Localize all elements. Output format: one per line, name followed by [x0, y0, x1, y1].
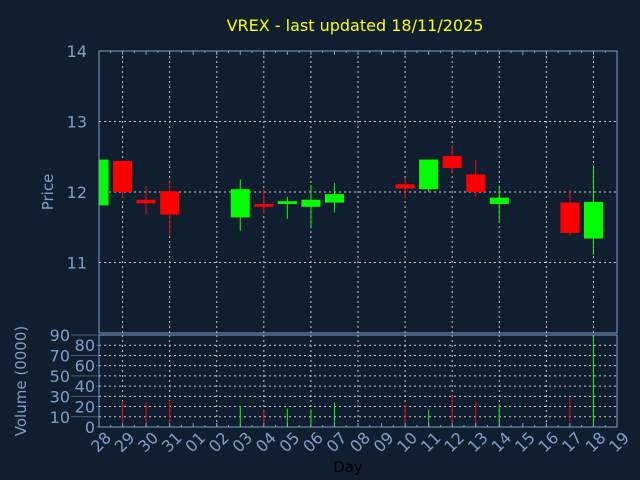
volume-tick-label: 70: [50, 346, 70, 365]
candle-body: [99, 159, 109, 206]
price-tick-label: 13: [67, 113, 87, 132]
volume-tick-label: 0: [85, 418, 95, 437]
candle-body: [560, 202, 580, 233]
x-axis-label: Day: [333, 458, 363, 476]
price-tick-label: 12: [67, 183, 87, 202]
candle-body: [254, 203, 274, 207]
chart-marks: [99, 146, 603, 427]
candle-body: [466, 174, 486, 192]
x-tick-label: 19: [605, 428, 633, 456]
plot-frames: [98, 50, 618, 428]
candle-body: [230, 189, 250, 218]
candle-body: [395, 184, 415, 189]
tick-labels: 1112131401020304050607080902829303101020…: [50, 42, 633, 456]
chart-title: VREX - last updated 18/11/2025: [227, 16, 484, 35]
volume-tick-label: 80: [75, 336, 95, 355]
candle-body: [324, 194, 344, 203]
volume-tick-label: 40: [75, 377, 95, 396]
candle-body: [583, 201, 603, 239]
candle-body: [442, 156, 462, 169]
candle-group: [99, 146, 603, 255]
candle-body: [419, 159, 439, 190]
price-tick-label: 11: [67, 254, 87, 273]
candle-body: [160, 191, 180, 215]
price-tick-label: 14: [67, 42, 87, 61]
volume-tick-label: 60: [75, 357, 95, 376]
volume-tick-label: 20: [75, 398, 95, 417]
volume-tick-label: 30: [50, 387, 70, 406]
candle-body: [277, 201, 297, 204]
price-axis-label: Price: [39, 174, 57, 211]
volume-axis-label: Volume (0000): [12, 326, 30, 436]
volume-tick-label: 90: [50, 326, 70, 345]
volume-tick-label: 50: [50, 367, 70, 386]
candle-body: [113, 160, 133, 192]
volume-tick-label: 10: [50, 408, 70, 427]
candle-body: [301, 199, 321, 207]
candle-body: [489, 197, 509, 204]
candle-body: [136, 199, 156, 204]
grid-lines: [99, 50, 617, 428]
